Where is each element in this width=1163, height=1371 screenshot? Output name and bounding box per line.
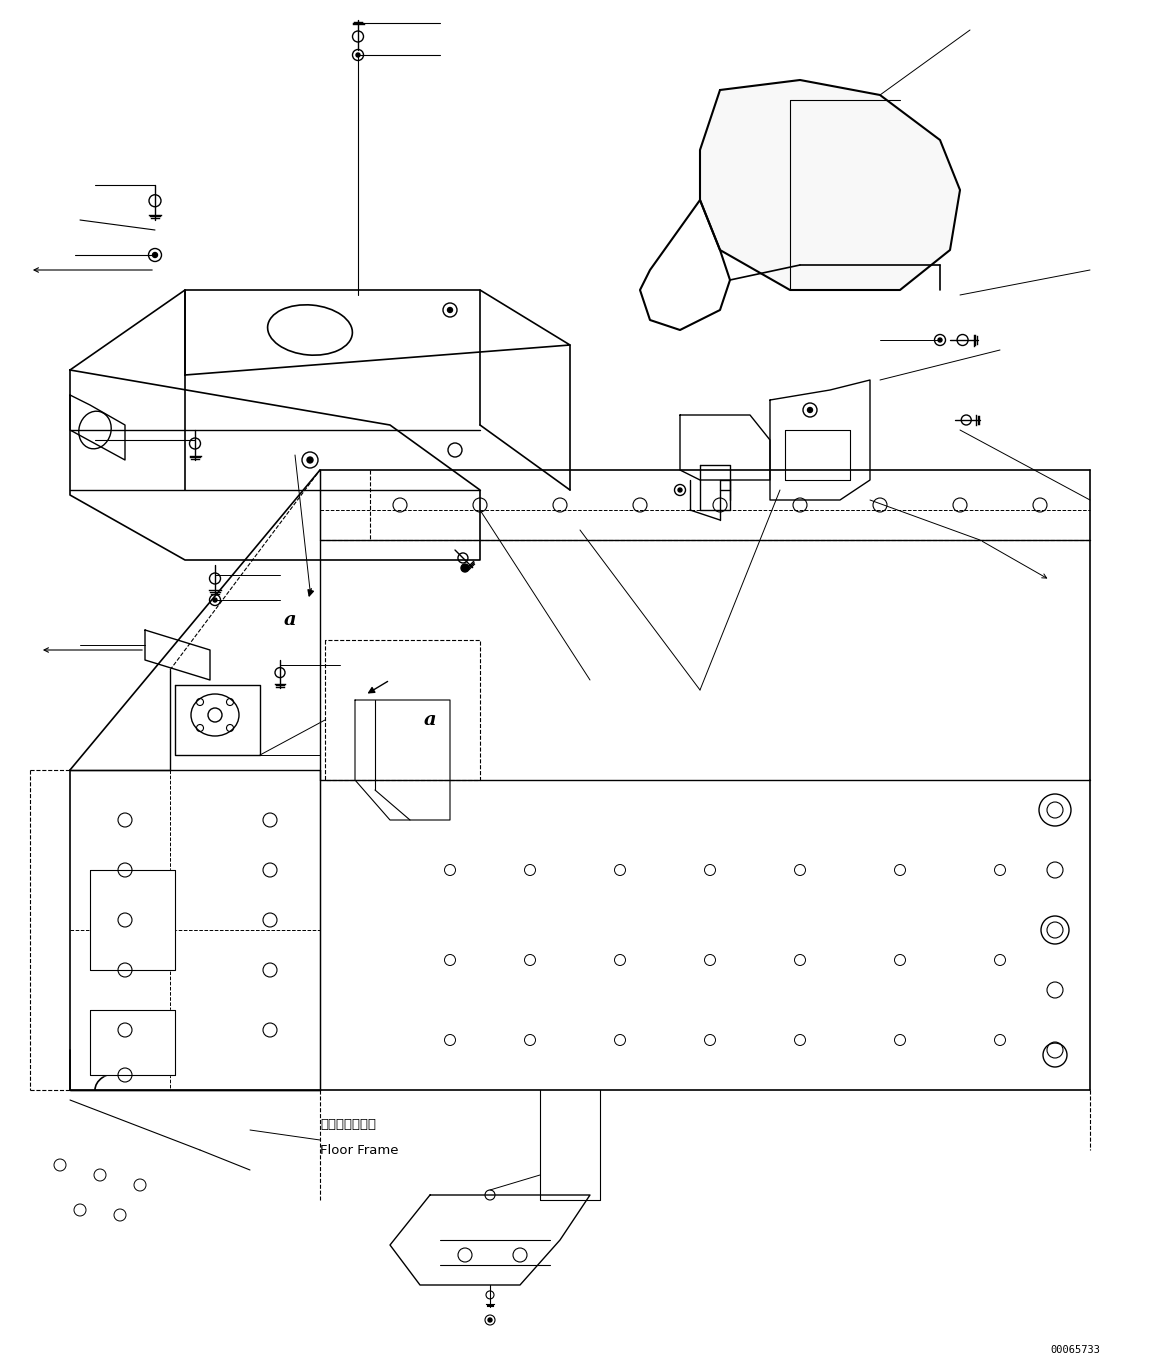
Polygon shape <box>70 370 480 559</box>
Text: a: a <box>423 712 436 729</box>
Circle shape <box>807 407 813 413</box>
Polygon shape <box>680 415 770 480</box>
Polygon shape <box>145 631 211 680</box>
Circle shape <box>461 563 469 572</box>
Circle shape <box>213 598 217 602</box>
Circle shape <box>356 53 361 58</box>
Polygon shape <box>390 1196 590 1285</box>
Circle shape <box>939 339 942 341</box>
Circle shape <box>448 307 452 313</box>
Polygon shape <box>770 380 870 500</box>
Polygon shape <box>90 871 174 971</box>
Circle shape <box>152 252 157 258</box>
Polygon shape <box>700 80 959 291</box>
Circle shape <box>488 1318 492 1322</box>
Circle shape <box>307 457 313 463</box>
Text: a: a <box>284 611 297 629</box>
Text: フロアフレーム: フロアフレーム <box>320 1119 376 1131</box>
Circle shape <box>678 488 682 492</box>
Polygon shape <box>174 686 261 755</box>
Text: 00065733: 00065733 <box>1050 1345 1100 1355</box>
Text: Floor Frame: Floor Frame <box>320 1143 399 1157</box>
Polygon shape <box>90 1010 174 1075</box>
Polygon shape <box>640 200 730 330</box>
